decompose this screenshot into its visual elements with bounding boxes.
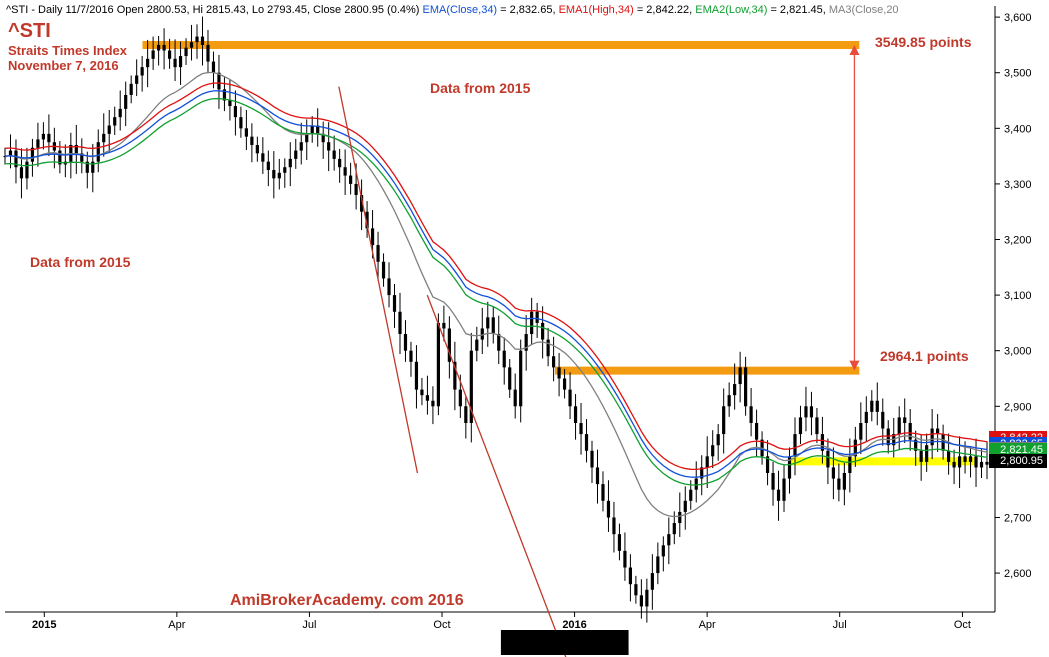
svg-text:Apr: Apr (699, 619, 716, 631)
annotation-data-2015-top: Data from 2015 (430, 80, 530, 96)
svg-text:3,400: 3,400 (1004, 123, 1032, 135)
svg-text:Jul: Jul (302, 619, 316, 631)
svg-text:3,100: 3,100 (1004, 290, 1032, 302)
svg-text:Jul: Jul (833, 619, 847, 631)
watermark: AmiBrokerAcademy. com 2016 (230, 592, 464, 610)
svg-text:3,300: 3,300 (1004, 179, 1032, 191)
svg-text:3,500: 3,500 (1004, 68, 1032, 80)
svg-text:2,900: 2,900 (1004, 401, 1032, 413)
svg-text:Apr: Apr (168, 619, 185, 631)
svg-text:3,600: 3,600 (1004, 12, 1032, 24)
svg-text:2,700: 2,700 (1004, 512, 1032, 524)
svg-text:2,600: 2,600 (1004, 568, 1032, 580)
annotation-data-2015-left: Data from 2015 (30, 254, 130, 270)
ticker-date: November 7, 2016 (8, 58, 127, 73)
svg-text:Oct: Oct (954, 619, 971, 631)
ticker-block: ^STI Straits Times Index November 7, 201… (8, 20, 127, 73)
ticker-symbol: ^STI (8, 20, 127, 43)
chart-header: ^STI - Daily 11/7/2016 Open 2800.53, Hi … (6, 4, 899, 16)
annotation-level-mid: 2964.1 points (880, 348, 969, 364)
price-tag: 2,800.95 (989, 454, 1047, 468)
ticker-name: Straits Times Index (8, 43, 127, 58)
annotation-level-top: 3549.85 points (875, 34, 972, 50)
svg-text:3,200: 3,200 (1004, 235, 1032, 247)
svg-text:2015: 2015 (32, 619, 56, 631)
svg-text:3,000: 3,000 (1004, 346, 1032, 358)
svg-text:Oct: Oct (433, 619, 450, 631)
svg-text:2016: 2016 (562, 619, 586, 631)
